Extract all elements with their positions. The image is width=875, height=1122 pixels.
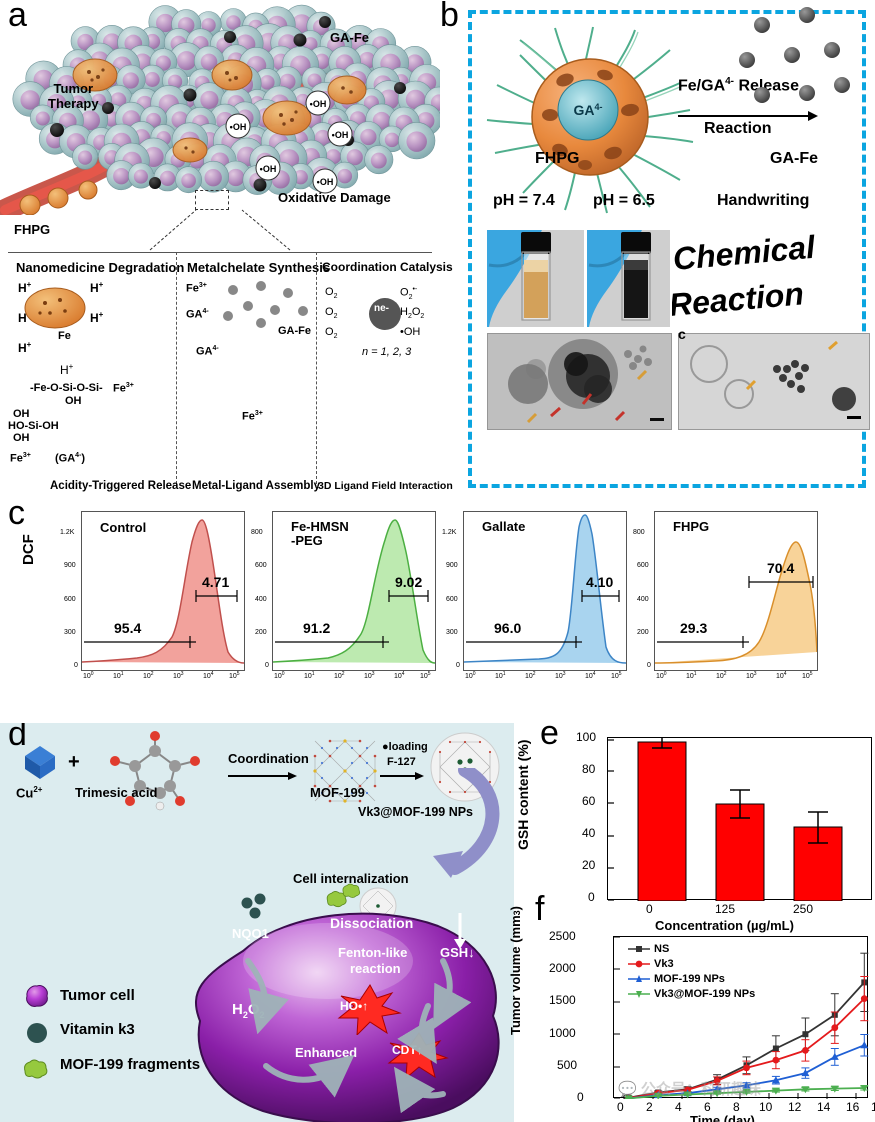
svg-text:102: 102 [716,671,727,680]
svg-text:103: 103 [173,671,184,680]
svg-text:105: 105 [611,671,622,680]
svg-text:104: 104 [203,671,214,680]
svg-text:•OH: •OH [230,122,247,132]
svg-text:•OH: •OH [332,130,349,140]
svg-text:102: 102 [525,671,536,680]
svg-text:100: 100 [465,671,476,680]
svg-text:102: 102 [334,671,345,680]
svg-text:101: 101 [495,671,506,680]
svg-text:102: 102 [143,671,154,680]
svg-text:Reaction: Reaction [672,275,805,323]
svg-text:103: 103 [746,671,757,680]
svg-text:101: 101 [304,671,315,680]
svg-text:105: 105 [802,671,813,680]
svg-text:101: 101 [113,671,124,680]
svg-text:104: 104 [585,671,596,680]
svg-text:100: 100 [83,671,94,680]
svg-text:105: 105 [420,671,431,680]
svg-text:101: 101 [686,671,697,680]
svg-text:104: 104 [776,671,787,680]
svg-text:100: 100 [274,671,285,680]
svg-text:104: 104 [394,671,405,680]
svg-text:•OH: •OH [317,177,334,187]
svg-text:•OH: •OH [260,164,277,174]
svg-text:•OH: •OH [310,99,327,109]
svg-text:105: 105 [229,671,240,680]
svg-text:103: 103 [555,671,566,680]
svg-text:Chemical: Chemical [672,229,817,277]
svg-text:100: 100 [656,671,667,680]
svg-text:103: 103 [364,671,375,680]
